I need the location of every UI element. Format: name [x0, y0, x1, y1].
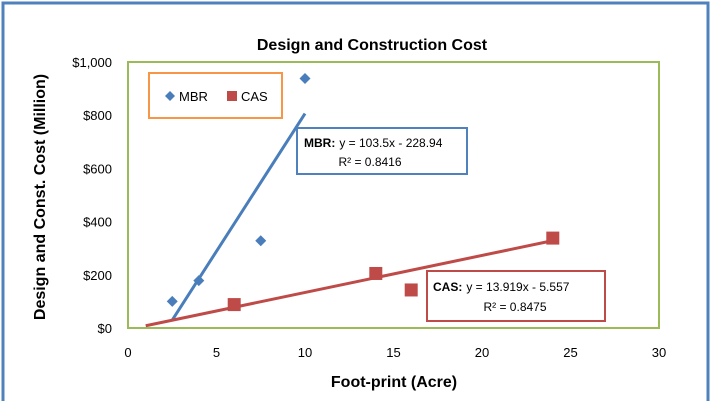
chart-title: Design and Construction Cost [257, 37, 488, 54]
legend-cas-marker [227, 91, 237, 101]
y-tick-labels: $0 $200 $400 $600 $800 $1,000 [72, 55, 112, 336]
legend-mbr-marker [165, 91, 175, 101]
cas-equation-text: CAS: y = 13.919x - 5.557 [433, 280, 570, 294]
y-tick-label: $800 [83, 108, 112, 123]
cas-data-point [546, 231, 560, 245]
cas-trendline [145, 239, 554, 328]
x-tick-label: 30 [652, 345, 666, 360]
x-tick-labels: 0 5 10 15 20 25 30 [124, 345, 666, 360]
mbr-data-point [166, 295, 178, 307]
cas-equation-label: CAS: y = 13.919x - 5.557 R² = 0.8475 [426, 270, 606, 322]
legend-cas-label: CAS [241, 89, 268, 104]
cas-data-point [404, 283, 418, 297]
mbr-equation-box [296, 127, 468, 175]
cas-equation-box [426, 270, 606, 322]
y-tick-label: $400 [83, 215, 112, 230]
trendlines [145, 112, 554, 328]
mbr-r2-text: R² = 0.8416 [338, 155, 401, 169]
mbr-equation-text: MBR: y = 103.5x - 228.94 [304, 136, 443, 150]
x-tick-label: 25 [563, 345, 577, 360]
legend-mbr-label: MBR [179, 89, 208, 104]
cas-data-point [227, 298, 241, 312]
y-axis-title: Design and Const. Cost (Million) [32, 74, 49, 320]
mbr-equation-prefix: MBR: [304, 136, 335, 150]
mbr-data-point [193, 275, 205, 287]
plot-area [127, 61, 660, 329]
x-tick-label: 10 [298, 345, 312, 360]
x-tick-label: 20 [475, 345, 489, 360]
y-tick-label: $600 [83, 161, 112, 176]
x-tick-label: 5 [213, 345, 220, 360]
cas-equation-prefix: CAS: [433, 280, 462, 294]
cas-data-point [369, 266, 383, 280]
x-tick-label: 15 [386, 345, 400, 360]
mbr-data-point [255, 235, 267, 247]
cas-equation-formula: y = 13.919x - 5.557 [466, 280, 569, 294]
mbr-equation-label: MBR: y = 103.5x - 228.94 R² = 0.8416 [296, 127, 468, 175]
y-tick-label: $200 [83, 268, 112, 283]
x-axis-title: Foot-print (Acre) [331, 374, 457, 391]
data-points [166, 72, 560, 312]
mbr-equation-formula: y = 103.5x - 228.94 [339, 136, 442, 150]
y-tick-label: $0 [98, 321, 112, 336]
y-tick-label: $1,000 [72, 55, 112, 70]
x-tick-label: 0 [124, 345, 131, 360]
mbr-data-point [299, 72, 311, 84]
legend: MBR CAS [148, 72, 283, 119]
mbr-trendline [170, 112, 307, 321]
cas-r2-text: R² = 0.8475 [483, 300, 546, 314]
